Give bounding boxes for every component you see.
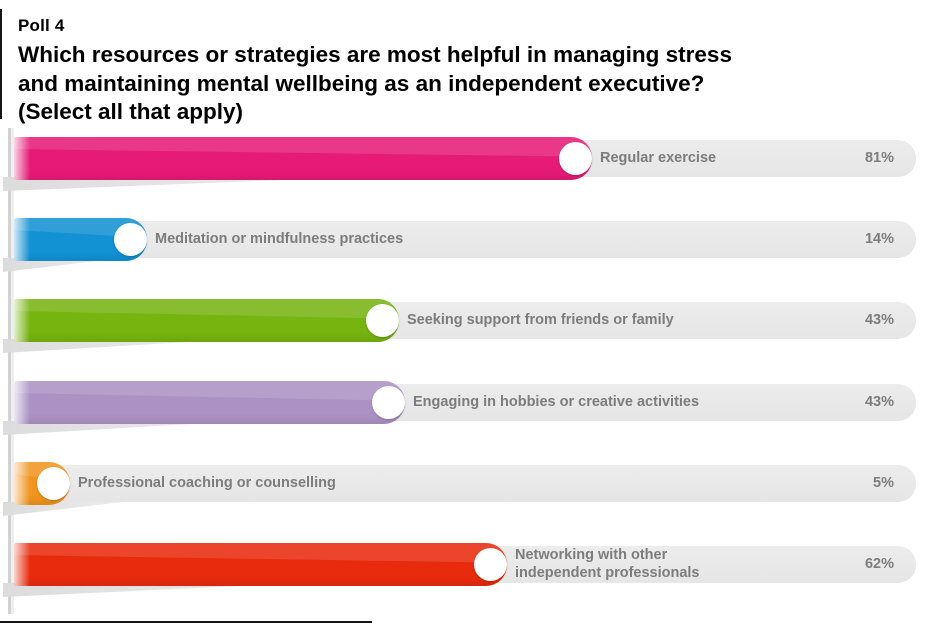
slide-left-border	[0, 9, 2, 119]
slide-bottom-border	[0, 621, 372, 623]
bar	[14, 299, 399, 342]
poll-option-row: Seeking support from friends or family 43…	[0, 299, 937, 358]
poll-option-row: Regular exercise 81%	[0, 137, 937, 196]
poll-question-line: Which resources or strategies are most h…	[18, 42, 732, 67]
option-percentage: 43%	[864, 312, 894, 328]
poll-option-row: Meditation or mindfulness practices 14%	[0, 218, 937, 277]
option-percentage: 14%	[864, 231, 894, 247]
chart-axis-line	[8, 128, 11, 614]
option-label-line: independent professionals	[515, 564, 700, 581]
poll-bar-chart: Regular exercise 81% Meditation or mindful…	[0, 126, 937, 622]
option-label-line: Regular exercise	[600, 149, 717, 166]
bar-end-circle	[474, 548, 507, 581]
poll-header: Poll 4 Which resources or strategies are…	[18, 14, 918, 127]
option-label: Networking with other independent profess…	[515, 546, 700, 583]
option-label-line: Seeking support from friends or family	[407, 311, 674, 328]
option-percentage: 5%	[873, 475, 894, 491]
poll-question: Which resources or strategies are most h…	[18, 41, 918, 127]
option-label: Regular exercise	[600, 140, 716, 177]
option-label-line: Engaging in hobbies or creative activiti…	[413, 393, 700, 410]
option-percentage: 62%	[864, 556, 894, 572]
option-label: Engaging in hobbies or creative activiti…	[413, 384, 699, 421]
option-label-line: Meditation or mindfulness practices	[155, 230, 404, 247]
bar-end-circle	[37, 467, 70, 500]
bar-end-circle	[372, 386, 405, 419]
option-label-line: Professional coaching or counselling	[78, 474, 336, 491]
option-label-line: Networking with other	[515, 547, 668, 563]
poll-question-line: (Select all that apply)	[18, 99, 244, 124]
bar-end-circle	[366, 304, 399, 337]
option-label: Seeking support from friends or family	[407, 302, 674, 339]
option-label: Meditation or mindfulness practices	[155, 221, 403, 258]
bar	[14, 381, 405, 424]
bar	[14, 137, 592, 180]
option-percentage: 81%	[864, 150, 894, 166]
poll-option-row: Engaging in hobbies or creative activiti…	[0, 381, 937, 440]
poll-option-row: Professional coaching or counselling 5%	[0, 462, 937, 521]
poll-number: Poll 4	[18, 16, 65, 35]
option-percentage: 43%	[864, 394, 894, 410]
bar-track	[16, 221, 916, 258]
poll-option-row: Networking with other independent profess…	[0, 543, 937, 602]
bar-end-circle	[559, 142, 592, 175]
chart-axis-line-highlight	[11, 128, 14, 614]
bar-track	[16, 465, 916, 502]
bar-end-circle	[114, 223, 147, 256]
option-label: Professional coaching or counselling	[78, 465, 336, 502]
bar	[14, 543, 507, 586]
poll-question-line: and maintaining mental wellbeing as an i…	[18, 70, 705, 96]
